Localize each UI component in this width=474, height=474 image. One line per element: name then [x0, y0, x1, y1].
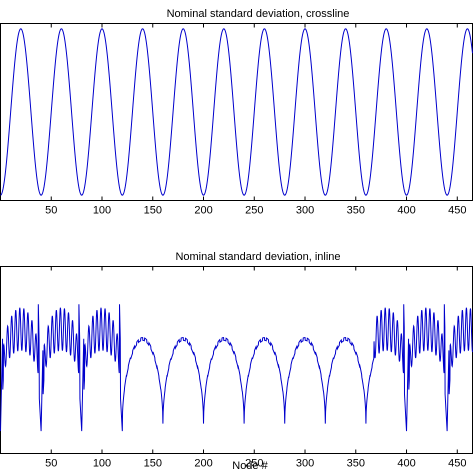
- crossline-plot: Nominal standard deviation, crossline 50…: [0, 8, 473, 217]
- inline-x-tick-label: 350: [347, 458, 365, 470]
- crossline-plot-axes-frame: [0, 23, 473, 201]
- inline-x-tick-label: 50: [45, 458, 57, 470]
- inline-plot-x-axis-label: Node #: [232, 460, 268, 472]
- inline-x-tick-label: 100: [93, 458, 111, 470]
- crossline-x-tick-label: 450: [448, 205, 466, 217]
- crossline-x-tick-label: 400: [397, 205, 415, 217]
- inline-x-tick-label: 150: [144, 458, 162, 470]
- inline-x-tick-label: 400: [397, 458, 415, 470]
- inline-plot-axes-frame: [0, 266, 473, 454]
- crossline-x-tick-label: 350: [347, 205, 365, 217]
- inline-x-tick-label: 250: [245, 458, 263, 470]
- inline-x-tick-label: 200: [194, 458, 212, 470]
- crossline-x-tick-label: 50: [45, 205, 57, 217]
- crossline-x-tick-label: 150: [144, 205, 162, 217]
- crossline-x-ticks: 50 100 150 200 250 300 350 400 450: [45, 23, 466, 217]
- crossline-x-tick-label: 250: [245, 205, 263, 217]
- crossline-x-tick-label: 200: [194, 205, 212, 217]
- crossline-plot-title: Nominal standard deviation, crossline: [167, 8, 350, 20]
- inline-plot: Nominal standard deviation, inline 50 100…: [0, 251, 473, 472]
- crossline-std-line: [0, 28, 473, 196]
- crossline-x-tick-label: 300: [296, 205, 314, 217]
- crossline-x-tick-label: 100: [93, 205, 111, 217]
- inline-x-tick-label: 300: [296, 458, 314, 470]
- inline-plot-title: Nominal standard deviation, inline: [175, 251, 340, 263]
- inline-std-line: [0, 304, 473, 432]
- inline-x-ticks: 50 100 150 200 250 300 350 400 450: [45, 266, 466, 470]
- inline-x-tick-label: 450: [448, 458, 466, 470]
